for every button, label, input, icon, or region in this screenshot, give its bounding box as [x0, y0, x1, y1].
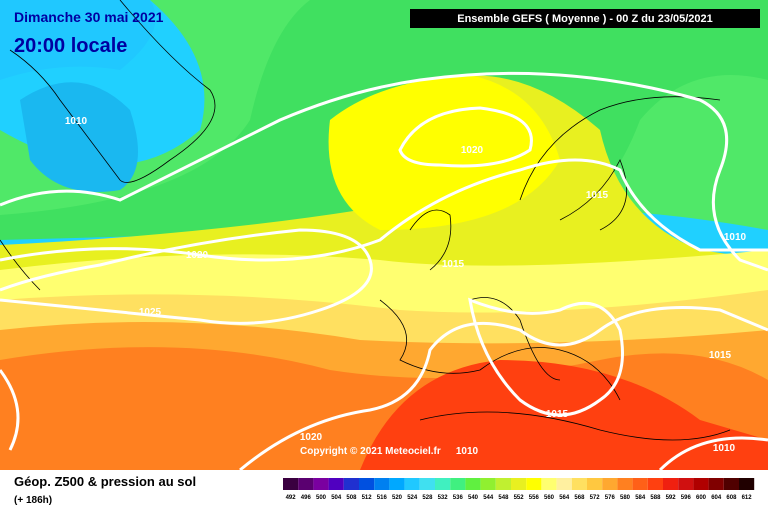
legend-label: 604: [711, 495, 722, 501]
band-yellow: [328, 75, 560, 230]
time: 20:00 locale: [14, 35, 127, 57]
legend-swatch: [723, 478, 739, 490]
legend-swatch: [556, 478, 572, 490]
legend-label: 548: [498, 495, 509, 501]
isobar-label: 1010: [713, 443, 736, 454]
legend-swatch: [389, 478, 405, 490]
isobar: [658, 436, 768, 472]
legend-label: 512: [362, 495, 373, 501]
isobar-label: 1015: [442, 259, 465, 270]
isobar: [468, 297, 624, 417]
legend-label: 552: [514, 495, 525, 501]
isobar: [0, 71, 768, 272]
legend-swatch: [298, 478, 314, 490]
legend-label: 556: [529, 495, 540, 501]
isobar-label: 1010: [456, 446, 479, 457]
legend-swatch: [693, 478, 709, 490]
legend-swatch: [708, 478, 724, 490]
coastline: [9, 0, 216, 183]
run-info: Ensemble GEFS ( Moyenne ) - 00 Z du 23/0…: [457, 13, 713, 25]
legend-swatch: [678, 478, 694, 490]
legend-label: 492: [286, 495, 297, 501]
legend-label: 580: [620, 495, 631, 501]
legend-swatch: [328, 478, 344, 490]
isobar-label: 1015: [546, 409, 569, 420]
isobar-label: 1015: [709, 350, 732, 361]
legend-swatch: [450, 478, 466, 490]
legend-label: 496: [301, 495, 312, 501]
legend-swatch: [511, 478, 527, 490]
legend-label: 500: [316, 495, 327, 501]
legend-label: 520: [392, 495, 403, 501]
legend-swatch: [663, 478, 679, 490]
legend-label: 544: [483, 495, 494, 501]
legend-label: 608: [726, 495, 737, 501]
legend-label: 564: [559, 495, 570, 501]
legend-label: 572: [590, 495, 601, 501]
footer-lead: (+ 186h): [14, 495, 52, 506]
legend-swatch: [647, 478, 663, 490]
legend-swatch: [435, 478, 451, 490]
legend-label: 592: [666, 495, 677, 501]
legend-swatch: [313, 478, 329, 490]
legend-label: 516: [377, 495, 388, 501]
legend-swatch: [404, 478, 420, 490]
date: Dimanche 30 mai 2021: [14, 9, 164, 25]
legend-swatch: [632, 478, 648, 490]
isobar: [0, 306, 768, 472]
legend-swatch: [495, 478, 511, 490]
legend-label: 596: [681, 495, 692, 501]
isobar-label: 1020: [461, 145, 484, 156]
legend-label: 540: [468, 495, 479, 501]
isobar-label: 1020: [186, 250, 209, 261]
legend-swatch: [480, 478, 496, 490]
legend-swatch: [343, 478, 359, 490]
legend-label: 528: [422, 495, 433, 501]
legend-swatch: [587, 478, 603, 490]
legend-label: 524: [407, 495, 418, 501]
copyright: Copyright © 2021 Meteociel.fr: [300, 446, 441, 457]
legend-swatch: [739, 478, 755, 490]
legend-label: 600: [696, 495, 707, 501]
run-box: [410, 9, 760, 28]
legend-swatch: [571, 478, 587, 490]
isobar-label: 1015: [586, 190, 609, 201]
legend-swatch: [465, 478, 481, 490]
legend-swatch: [283, 478, 299, 490]
legend-label: 508: [346, 495, 357, 501]
legend-swatch: [617, 478, 633, 490]
isobar-label: 1010: [724, 232, 747, 243]
legend-label: 536: [453, 495, 464, 501]
legend-label: 612: [742, 495, 753, 501]
legend-swatch: [374, 478, 390, 490]
legend-label: 560: [544, 495, 555, 501]
coastline: [0, 96, 731, 441]
isobar-label: 1020: [300, 432, 323, 443]
band-cyan: [0, 0, 156, 80]
legend-label: 576: [605, 495, 616, 501]
isobar-label: 1025: [139, 307, 162, 318]
legend-swatch: [602, 478, 618, 490]
legend-swatch: [526, 478, 542, 490]
legend-swatch: [359, 478, 375, 490]
isobar: [0, 158, 768, 262]
footer: [0, 470, 768, 512]
legend-swatch: [419, 478, 435, 490]
legend-label: 584: [635, 495, 646, 501]
legend-label: 532: [438, 495, 449, 501]
isobar: [0, 228, 373, 325]
footer-title: Géop. Z500 & pression au sol: [14, 474, 196, 489]
legend-label: 568: [574, 495, 585, 501]
legend-swatch: [541, 478, 557, 490]
legend-label: 504: [331, 495, 342, 501]
isobar-label: 1010: [65, 116, 88, 127]
isobar: [398, 106, 533, 168]
legend-label: 588: [650, 495, 661, 501]
